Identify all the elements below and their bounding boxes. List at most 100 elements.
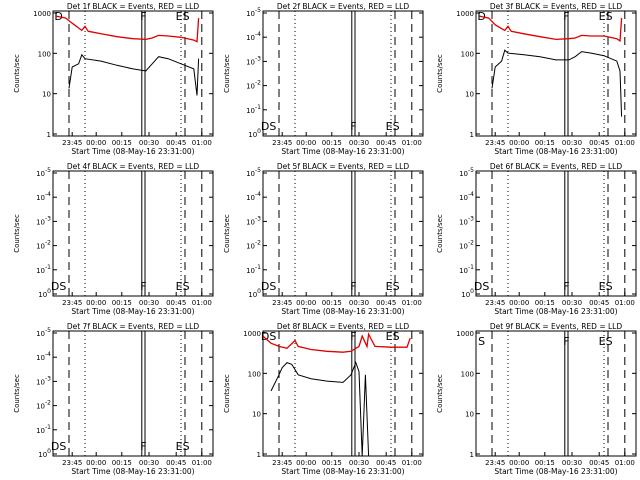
- x-tick-label: 00:15: [112, 139, 132, 147]
- phase-marker-label: ES: [386, 280, 400, 293]
- x-tick-label: 23:45: [272, 299, 292, 307]
- x-tick-label: 00:45: [589, 459, 609, 467]
- y-tick-label: 10-3: [459, 215, 474, 226]
- x-tick-label: 00:30: [562, 139, 582, 147]
- y-tick-label: 10-1: [36, 424, 51, 435]
- phase-marker-label: ES: [386, 330, 400, 343]
- y-tick-label: 10-4: [36, 351, 51, 362]
- y-tick-label: 100: [461, 370, 474, 378]
- x-tick-label: 23:45: [272, 139, 292, 147]
- x-tick-label: 00:00: [86, 139, 106, 147]
- y-tick-label: 10-1: [246, 264, 261, 275]
- y-tick-label: 100: [38, 50, 51, 58]
- plot-frame: [262, 10, 424, 137]
- x-tick-label: 00:00: [509, 299, 529, 307]
- x-tick-label: 00:30: [562, 299, 582, 307]
- y-axis-label: Counts/sec: [13, 374, 21, 413]
- y-tick-label: 100: [461, 50, 474, 58]
- y-axis-label: Counts/sec: [223, 374, 231, 413]
- y-tick-label: 10-1: [246, 104, 261, 115]
- y-axis-label: Counts/sec: [436, 374, 444, 413]
- y-tick-label: 10-5: [246, 7, 261, 18]
- plot-frame: [475, 10, 637, 137]
- y-tick-label: 10-5: [36, 167, 51, 178]
- x-tick-label: 23:45: [62, 459, 82, 467]
- x-tick-label: 00:15: [535, 139, 555, 147]
- phase-marker-label: ES: [599, 335, 613, 348]
- x-tick-label: 01:00: [615, 459, 635, 467]
- panel-title: Det 7f BLACK = Events, RED = LLD: [67, 322, 200, 331]
- plot-frame: [475, 330, 637, 457]
- x-axis-label: Start Time (08-May-16 23:31:00): [71, 307, 194, 316]
- y-tick-label: 10-5: [459, 167, 474, 178]
- y-tick-label: 10-2: [246, 240, 261, 251]
- phase-marker-label: DS: [261, 280, 276, 293]
- y-tick-label: 10: [42, 91, 51, 99]
- x-tick-label: 00:15: [535, 299, 555, 307]
- x-tick-label: 23:45: [485, 139, 505, 147]
- lld-series-line: [56, 15, 200, 43]
- panel-title: Det 5f BLACK = Events, RED = LLD: [277, 162, 410, 171]
- panel-det-3: Det 3f BLACK = Events, RED = LLD 1 10 100 10…: [436, 2, 637, 156]
- y-tick-label: 100: [248, 288, 261, 299]
- phase-marker-label: ES: [176, 440, 190, 453]
- x-tick-label: 00:00: [296, 299, 316, 307]
- plot-frame: [475, 170, 637, 297]
- panel-det-5: Det 5f BLACK = Events, RED = LLD 100 10-1 1…: [223, 162, 424, 316]
- x-tick-label: 23:45: [272, 459, 292, 467]
- x-tick-label: 01:00: [402, 459, 422, 467]
- phase-marker-label: F: [563, 335, 569, 348]
- x-tick-label: 00:00: [296, 139, 316, 147]
- y-tick-label: 10-4: [36, 191, 51, 202]
- y-tick-label: 100: [461, 288, 474, 299]
- y-axis-label: Counts/sec: [13, 214, 21, 253]
- y-tick-label: 10-1: [459, 264, 474, 275]
- x-tick-label: 00:00: [509, 459, 529, 467]
- phase-marker-label: F: [563, 10, 569, 23]
- plot-frame: [52, 330, 214, 457]
- x-tick-label: 00:00: [86, 299, 106, 307]
- panel-title: Det 6f BLACK = Events, RED = LLD: [490, 162, 623, 171]
- x-axis-label: Start Time (08-May-16 23:31:00): [494, 467, 617, 476]
- phase-marker-label: DS: [261, 120, 276, 133]
- y-axis-label: Counts/sec: [436, 214, 444, 253]
- phase-marker-label: ES: [599, 280, 613, 293]
- x-tick-label: 01:00: [402, 139, 422, 147]
- x-tick-label: 00:30: [349, 299, 369, 307]
- x-tick-label: 00:45: [166, 459, 186, 467]
- x-tick-label: 23:45: [485, 459, 505, 467]
- x-tick-label: 00:45: [376, 459, 396, 467]
- lld-series-line: [479, 15, 623, 43]
- phase-marker-label: S: [478, 335, 485, 348]
- x-tick-label: 00:45: [589, 139, 609, 147]
- x-tick-label: 00:45: [166, 299, 186, 307]
- x-tick-label: 01:00: [615, 299, 635, 307]
- y-tick-label: 10: [252, 411, 261, 419]
- y-tick-label: 1000: [456, 330, 474, 338]
- y-tick-label: 10-5: [246, 167, 261, 178]
- phase-marker-label: DS: [51, 280, 66, 293]
- y-tick-label: 100: [248, 370, 261, 378]
- panel-title: Det 4f BLACK = Events, RED = LLD: [67, 162, 200, 171]
- y-tick-label: 10-1: [36, 264, 51, 275]
- x-tick-label: 01:00: [192, 139, 212, 147]
- y-tick-label: 1: [470, 131, 474, 139]
- x-tick-label: 01:00: [192, 299, 212, 307]
- panel-title: Det 1f BLACK = Events, RED = LLD: [67, 2, 200, 11]
- x-axis-label: Start Time (08-May-16 23:31:00): [281, 467, 404, 476]
- plot-frame: [52, 170, 214, 297]
- panel-det-6: Det 6f BLACK = Events, RED = LLD 100 10-1 1…: [436, 162, 637, 316]
- panel-title: Det 9f BLACK = Events, RED = LLD: [490, 322, 623, 331]
- phase-marker-label: F: [563, 280, 569, 293]
- phase-marker-label: ES: [599, 10, 613, 23]
- x-axis-label: Start Time (08-May-16 23:31:00): [494, 307, 617, 316]
- phase-marker-label: F: [140, 440, 146, 453]
- x-axis-label: Start Time (08-May-16 23:31:00): [281, 307, 404, 316]
- y-tick-label: 10-2: [36, 400, 51, 411]
- lld-series-line: [262, 332, 411, 353]
- y-tick-label: 100: [38, 448, 51, 459]
- x-tick-label: 00:00: [509, 139, 529, 147]
- x-tick-label: 00:15: [322, 459, 342, 467]
- y-axis-label: Counts/sec: [223, 214, 231, 253]
- x-tick-label: 00:45: [166, 139, 186, 147]
